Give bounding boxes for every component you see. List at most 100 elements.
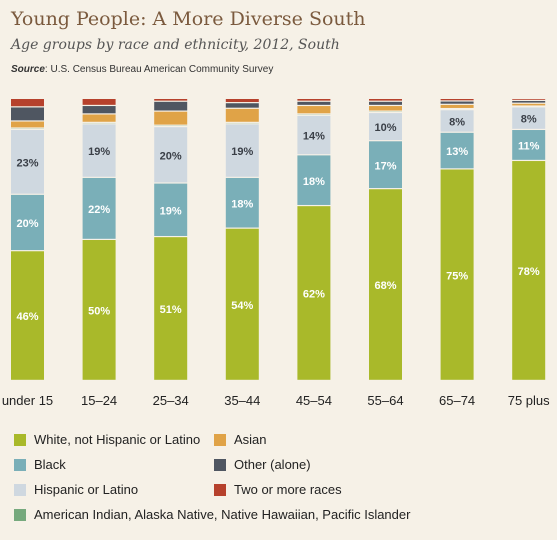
bar-segment-white-not-hispanic-or-latino-45-54: [297, 206, 331, 380]
bar-segment-two-or-more-races-35-44: [225, 99, 259, 103]
data-label-hispanic-or-latino-under-15: 23%: [16, 157, 38, 169]
legend-label-white-not-hispanic-or-latino: White, not Hispanic or Latino: [34, 432, 201, 447]
bar-segment-black-35-44: [225, 177, 259, 228]
bar-segment-asian-45-54: [297, 106, 331, 114]
bar-segment-black-25-34: [154, 183, 188, 236]
bar-segment-black-75-plus: [512, 130, 546, 160]
x-tick-label-55-64: 55–64: [367, 393, 403, 408]
x-tick-label-25-34: 25–34: [153, 393, 189, 408]
bar-segment-white-not-hispanic-or-latino-under-15: [11, 251, 44, 380]
data-label-hispanic-or-latino-55-64: 10%: [374, 122, 396, 134]
bar-segment-hispanic-or-latino-under-15: [11, 130, 44, 194]
legend-item-hispanic-or-latino: Hispanic or Latino: [14, 482, 138, 497]
chart-source: Source: U.S. Census Bureau American Comm…: [11, 64, 274, 75]
bar-segment-hispanic-or-latino-75-plus: [512, 107, 546, 129]
bar-segment-two-or-more-races-55-64: [369, 99, 402, 101]
chart-subtitle: Age groups by race and ethnicity, 2012, …: [11, 37, 340, 53]
legend-item-two-or-more-races: Two or more races: [214, 482, 342, 497]
data-label-white-not-hispanic-or-latino-15-24: 50%: [88, 306, 110, 318]
data-label-hispanic-or-latino-65-74: 8%: [449, 117, 465, 129]
bar-segment-hispanic-or-latino-35-44: [225, 124, 259, 177]
legend-swatch-black: [14, 458, 26, 471]
bar-segment-hispanic-or-latino-65-74: [440, 110, 474, 132]
bar-segment-other-alone-45-54: [297, 101, 331, 105]
data-label-black-35-44: 18%: [231, 198, 253, 210]
bar-segment-other-alone-65-74: [440, 101, 474, 104]
legend-label-black: Black: [34, 457, 66, 472]
bar-segment-hispanic-or-latino-25-34: [154, 127, 188, 183]
legend-item-american-indian-alaska-native-native-hawaiian-pacific-islander: American Indian, Alaska Native, Native H…: [14, 507, 410, 522]
bar-segment-other-alone-75-plus: [512, 100, 546, 103]
bar-segment-two-or-more-races-65-74: [440, 99, 474, 101]
x-tick-label-under-15: under 15: [2, 393, 53, 408]
bar-segment-black-65-74: [440, 132, 474, 169]
bar-segment-other-alone-under-15: [11, 107, 44, 121]
data-label-white-not-hispanic-or-latino-45-54: 62%: [303, 289, 325, 301]
legend-label-american-indian-alaska-native-native-hawaiian-pacific-islander: American Indian, Alaska Native, Native H…: [34, 507, 411, 522]
bar-segment-two-or-more-races-under-15: [11, 99, 44, 107]
legend-label-asian: Asian: [234, 432, 267, 447]
bar-segment-black-15-24: [82, 177, 116, 239]
legend-item-asian: Asian: [214, 432, 267, 447]
data-label-black-15-24: 22%: [88, 204, 110, 216]
bar-segment-other-alone-55-64: [369, 101, 402, 105]
legend-label-other-alone: Other (alone): [234, 457, 311, 472]
x-tick-label-65-74: 65–74: [439, 393, 475, 408]
legend-item-other-alone: Other (alone): [214, 457, 311, 472]
bar-segment-other-alone-25-34: [154, 101, 188, 111]
data-label-hispanic-or-latino-35-44: 19%: [231, 146, 253, 158]
bar-segment-black-55-64: [369, 141, 402, 189]
legend-label-hispanic-or-latino: Hispanic or Latino: [34, 482, 139, 497]
x-tick-label-15-24: 15–24: [81, 393, 117, 408]
bar-segment-asian-35-44: [225, 108, 259, 122]
legend-swatch-two-or-more-races: [214, 483, 226, 496]
data-label-hispanic-or-latino-15-24: 19%: [88, 146, 110, 158]
legend-item-black: Black: [14, 457, 66, 472]
data-label-hispanic-or-latino-75-plus: 8%: [521, 114, 537, 126]
bar-segment-asian-55-64: [369, 106, 402, 111]
source-label: Source: [11, 64, 45, 75]
data-label-white-not-hispanic-or-latino-35-44: 54%: [231, 300, 253, 312]
bar-segment-hispanic-or-latino-45-54: [297, 115, 331, 155]
data-label-black-25-34: 19%: [160, 205, 182, 217]
bar-segment-white-not-hispanic-or-latino-65-74: [440, 169, 474, 380]
legend-swatch-asian: [214, 433, 226, 446]
data-label-white-not-hispanic-or-latino-65-74: 75%: [446, 270, 468, 282]
source-text: U.S. Census Bureau American Community Su…: [50, 64, 274, 75]
legend-label-two-or-more-races: Two or more races: [234, 482, 342, 497]
bar-segment-black-under-15: [11, 194, 44, 251]
bar-segment-asian-under-15: [11, 121, 44, 128]
data-label-black-55-64: 17%: [374, 160, 396, 172]
legend-swatch-hispanic-or-latino: [14, 483, 26, 496]
data-label-white-not-hispanic-or-latino-25-34: 51%: [160, 304, 182, 316]
bar-segment-black-45-54: [297, 155, 331, 205]
legend-swatch-other-alone: [214, 458, 226, 471]
bar-segment-asian-25-34: [154, 111, 188, 125]
data-label-white-not-hispanic-or-latino-under-15: 46%: [16, 311, 38, 323]
stacked-bar-chart: 46% 20% 23% under 15 50% 22% 19% 15–24 51% 19% 20%…: [2, 99, 550, 408]
data-label-black-under-15: 20%: [16, 218, 38, 230]
bar-segment-two-or-more-races-25-34: [154, 99, 188, 101]
data-label-black-75-plus: 11%: [518, 141, 540, 153]
data-label-black-45-54: 18%: [303, 176, 325, 188]
legend-swatch-american-indian-alaska-native-native-hawaiian-pacific-islander: [14, 508, 26, 521]
data-label-black-65-74: 13%: [446, 146, 468, 158]
bar-segment-white-not-hispanic-or-latino-55-64: [369, 189, 402, 380]
bar-segment-hispanic-or-latino-55-64: [369, 113, 402, 141]
bar-segment-hispanic-or-latino-15-24: [82, 124, 116, 177]
data-label-white-not-hispanic-or-latino-75-plus: 78%: [518, 266, 540, 278]
chart-title: Young People: A More Diverse South: [11, 8, 366, 30]
data-label-white-not-hispanic-or-latino-55-64: 68%: [374, 280, 396, 292]
bar-segment-asian-65-74: [440, 104, 474, 108]
bar-segment-asian-75-plus: [512, 103, 546, 106]
bar-segment-other-alone-35-44: [225, 103, 259, 108]
bar-segment-white-not-hispanic-or-latino-25-34: [154, 237, 188, 380]
data-label-hispanic-or-latino-25-34: 20%: [160, 150, 182, 162]
x-tick-label-45-54: 45–54: [296, 393, 332, 408]
bar-segment-white-not-hispanic-or-latino-15-24: [82, 240, 116, 380]
bar-segment-white-not-hispanic-or-latino-35-44: [225, 228, 259, 380]
legend-item-white-not-hispanic-or-latino: White, not Hispanic or Latino: [14, 432, 200, 447]
bar-segment-asian-15-24: [82, 114, 116, 122]
x-tick-label-35-44: 35–44: [224, 393, 260, 408]
bar-segment-white-not-hispanic-or-latino-75-plus: [512, 161, 546, 380]
